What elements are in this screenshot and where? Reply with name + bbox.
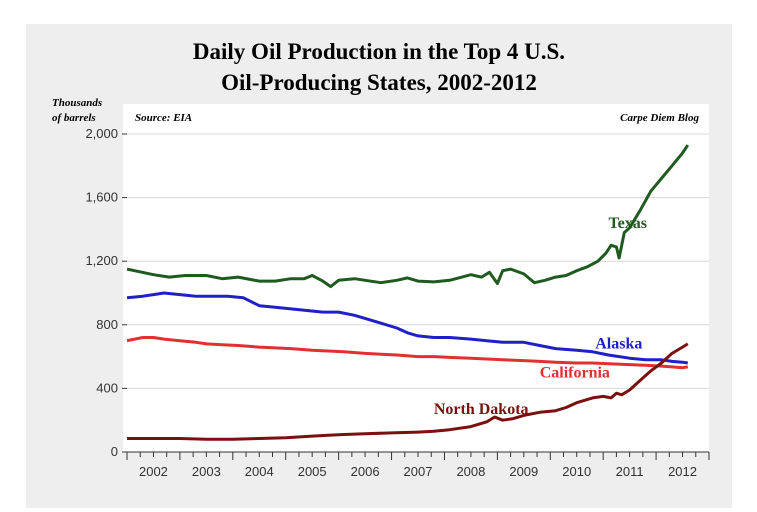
- series-label-alaska: Alaska: [595, 336, 642, 353]
- x-tick-label: 2004: [245, 464, 274, 479]
- chart-title: Daily Oil Production in the Top 4 U.S. O…: [26, 36, 732, 98]
- series-line-texas: [126, 144, 690, 289]
- x-tick-label: 2009: [509, 464, 538, 479]
- series-line-north-dakota: [127, 342, 689, 441]
- y-axis-label-line-1: Thousands: [52, 97, 102, 109]
- grid-lines: [127, 133, 709, 389]
- x-tick-label: 2003: [192, 464, 221, 479]
- series-label-north-dakota: North Dakota: [434, 401, 529, 418]
- chart-title-line-1: Daily Oil Production in the Top 4 U.S.: [192, 39, 566, 64]
- y-tick-label: 400: [96, 380, 118, 395]
- series-lines: [126, 144, 690, 441]
- series-line-alaska: [126, 291, 689, 365]
- x-tick-label: 2008: [456, 464, 485, 479]
- credit-note: Carpe Diem Blog: [620, 112, 699, 124]
- series-line-california: [126, 336, 689, 370]
- series-label-california: California: [540, 364, 610, 381]
- y-tick-label: 1,600: [85, 190, 118, 205]
- chart-title-line-2: Oil-Producing States, 2002-2012: [221, 70, 537, 95]
- series-annotations: Texas Alaska California North Dakota: [434, 215, 647, 418]
- y-tick-label: 0: [111, 444, 118, 459]
- x-tick-label: 2010: [562, 464, 591, 479]
- y-axis-label-line-2: of barrels: [52, 112, 96, 124]
- y-tick-label: 800: [96, 317, 118, 332]
- x-axis: 2002 2003 2004 2005 2006 2007 2008 2009 2010 2011…: [126, 451, 710, 479]
- x-tick-label: 2012: [668, 464, 697, 479]
- source-note: Source: EIA: [135, 112, 192, 124]
- y-tick-label: 2,000: [85, 126, 118, 141]
- x-tick-label: 2005: [298, 464, 327, 479]
- x-tick-label: 2007: [404, 464, 433, 479]
- y-axis-tick-labels: 0 400 800 1,200 1,600 2,000: [85, 126, 127, 459]
- x-tick-label: 2006: [351, 464, 380, 479]
- series-label-texas: Texas: [608, 215, 647, 232]
- y-tick-label: 1,200: [85, 253, 118, 268]
- plot-area: [123, 104, 709, 452]
- x-tick-label: 2011: [616, 464, 644, 479]
- x-tick-label: 2002: [139, 464, 168, 479]
